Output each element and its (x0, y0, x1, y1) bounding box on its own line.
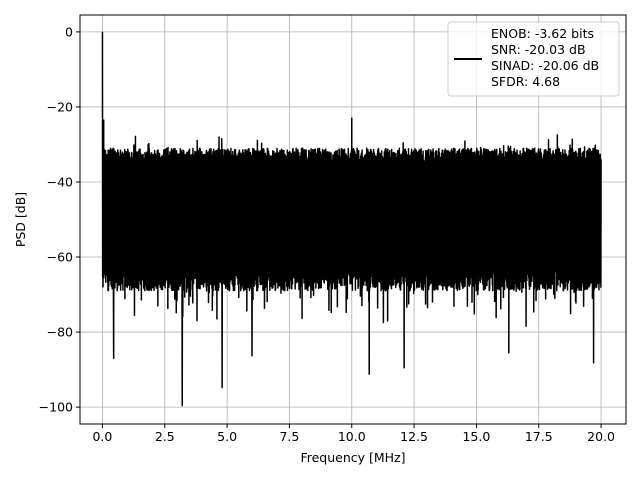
x-tick-label: 5.0 (217, 429, 237, 444)
legend-line-sinad: SINAD: -20.06 dB (491, 58, 599, 73)
x-tick-label: 15.0 (462, 429, 490, 444)
ticks: 0.0 2.5 5.0 7.5 10.0 12.5 15.0 17.5 20.0 0 −20 −40 −… (39, 24, 615, 444)
x-tick-label: 10.0 (338, 429, 366, 444)
plot-area (101, 31, 602, 407)
legend-box (447, 21, 620, 97)
axes-frame (79, 14, 627, 425)
y-tick-label: −20 (47, 99, 73, 114)
legend-line-sfdr: SFDR: 4.68 (491, 74, 560, 89)
x-tick-label: 12.5 (400, 429, 428, 444)
psd-series-line (101, 31, 602, 407)
y-tick-label: −80 (47, 325, 73, 340)
legend: ENOB: -3.62 bits SNR: -20.03 dB SINAD: -… (447, 21, 620, 97)
x-tick-label: 0.0 (92, 429, 112, 444)
y-tick-label: −100 (39, 400, 73, 415)
x-tick-label: 20.0 (587, 429, 615, 444)
legend-line-enob: ENOB: -3.62 bits (491, 26, 594, 41)
y-tick-label: 0 (65, 24, 73, 39)
y-axis-label: PSD [dB] (13, 192, 28, 247)
y-tick-label: −60 (47, 250, 73, 265)
x-tick-label: 17.5 (525, 429, 553, 444)
x-tick-label: 7.5 (279, 429, 299, 444)
legend-line-snr: SNR: -20.03 dB (491, 42, 586, 57)
x-tick-label: 2.5 (155, 429, 175, 444)
y-tick-label: −40 (47, 174, 73, 189)
x-axis-label: Frequency [MHz] (300, 450, 405, 465)
